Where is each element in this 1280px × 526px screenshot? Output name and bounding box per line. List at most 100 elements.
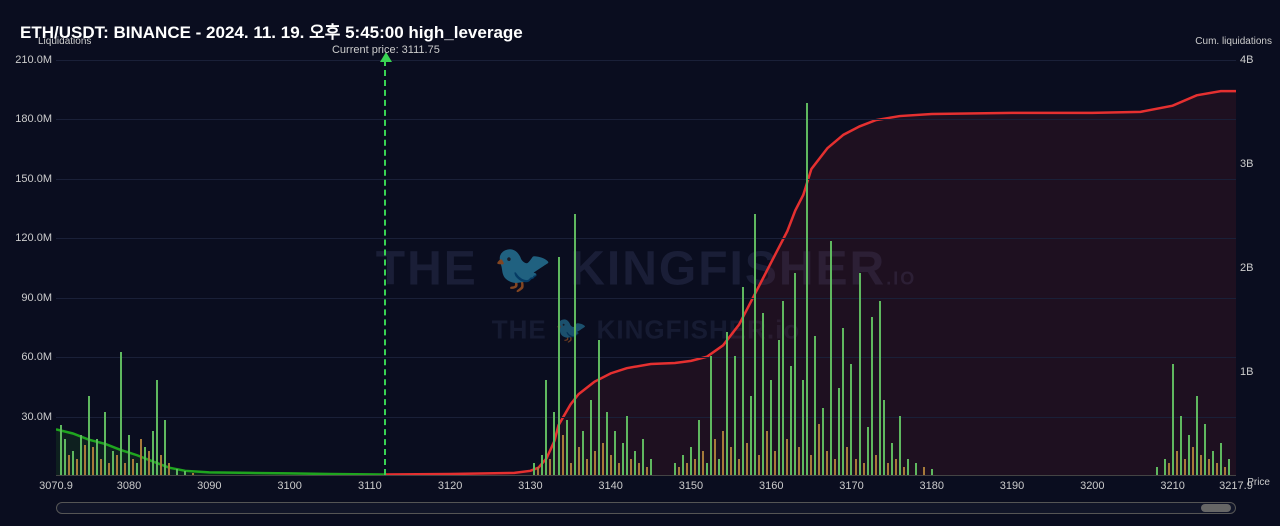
y-axis-left-label: Liquidations (38, 36, 91, 47)
liquidation-bar (883, 400, 885, 475)
liquidation-bar (714, 439, 716, 475)
liquidation-bar (907, 459, 909, 475)
liquidation-bar (846, 447, 848, 475)
liquidation-bar (931, 469, 933, 475)
liquidation-bar (606, 412, 608, 475)
liquidation-bar (1192, 447, 1194, 475)
liquidation-bar (610, 455, 612, 475)
liquidation-bar (136, 463, 138, 475)
liquidation-bar (124, 463, 126, 475)
liquidation-bar (1168, 463, 1170, 475)
liquidation-bar (618, 463, 620, 475)
liquidation-bar (570, 463, 572, 475)
liquidation-bar (80, 435, 82, 475)
liquidation-bar (722, 431, 724, 475)
liquidation-bar (152, 431, 154, 475)
liquidation-bar (802, 380, 804, 475)
liquidation-bar (1200, 455, 1202, 475)
liquidation-bar (176, 469, 178, 475)
xtick: 3170 (839, 480, 863, 492)
liquidation-bar (1156, 467, 1158, 475)
liquidation-bar (682, 455, 684, 475)
gridline (56, 357, 1236, 358)
liquidation-bar (770, 380, 772, 475)
liquidation-bar (60, 425, 62, 475)
liquidation-bar (622, 443, 624, 475)
liquidation-bar (541, 455, 543, 475)
liquidation-bar (594, 451, 596, 475)
ytick-left: 30.0M (21, 411, 52, 423)
liquidation-bar (164, 420, 166, 475)
liquidation-bar (650, 459, 652, 475)
liquidation-bar (120, 352, 122, 475)
liquidation-bar (92, 447, 94, 475)
xtick: 3200 (1080, 480, 1104, 492)
liquidation-bar (1228, 459, 1230, 475)
liquidation-bar (702, 451, 704, 475)
liquidation-bar (718, 459, 720, 475)
xtick: 3090 (197, 480, 221, 492)
liquidation-bar (72, 451, 74, 475)
liquidation-bar (774, 451, 776, 475)
liquidation-bar (96, 439, 98, 475)
liquidation-bar (192, 473, 194, 475)
liquidation-bar (545, 380, 547, 475)
ytick-right: 2B (1240, 262, 1253, 274)
liquidation-bar (758, 455, 760, 475)
liquidation-bar (794, 273, 796, 475)
liquidation-bar (132, 459, 134, 475)
liquidation-bar (782, 301, 784, 475)
liquidation-bar (822, 408, 824, 475)
liquidation-bar (586, 459, 588, 475)
liquidation-bar (690, 447, 692, 475)
liquidation-bar (915, 463, 917, 475)
liquidation-bar (830, 241, 832, 475)
liquidation-bar (798, 447, 800, 475)
xtick: 3150 (679, 480, 703, 492)
liquidation-bar (686, 463, 688, 475)
xtick: 3140 (598, 480, 622, 492)
liquidation-bar (642, 439, 644, 475)
xtick: 3080 (117, 480, 141, 492)
liquidation-bar (674, 463, 676, 475)
gridline (56, 60, 1236, 61)
liquidation-bar (694, 459, 696, 475)
liquidation-bar (1164, 459, 1166, 475)
ytick-right: 4B (1240, 54, 1253, 66)
liquidation-bar (626, 416, 628, 475)
liquidation-bar (879, 301, 881, 475)
liquidation-bar (710, 356, 712, 475)
liquidation-bar (734, 356, 736, 475)
xtick: 3190 (1000, 480, 1024, 492)
horizontal-scrollbar[interactable] (56, 502, 1236, 514)
liquidation-bar (1204, 424, 1206, 476)
liquidation-bar (634, 451, 636, 475)
xtick: 3120 (438, 480, 462, 492)
liquidation-bar (859, 273, 861, 475)
liquidation-bar (574, 214, 576, 475)
liquidation-bar (88, 396, 90, 475)
xtick: 3100 (277, 480, 301, 492)
current-price-line: Current price: 3111.75 (384, 60, 386, 475)
scroll-handle[interactable] (1201, 504, 1231, 512)
liquidation-bar (810, 455, 812, 475)
xtick: 3160 (759, 480, 783, 492)
liquidation-bar (778, 340, 780, 475)
liquidation-bar (549, 459, 551, 475)
liquidation-bar (108, 463, 110, 475)
liquidation-bar (184, 471, 186, 475)
liquidation-bar (730, 447, 732, 475)
liquidation-bar (598, 340, 600, 475)
liquidation-bar (553, 412, 555, 475)
liquidation-bar (148, 451, 150, 475)
liquidation-bar (899, 416, 901, 475)
ytick-left: 120.0M (15, 232, 52, 244)
liquidation-bar (1208, 459, 1210, 475)
liquidation-bar (678, 467, 680, 475)
liquidation-bar (590, 400, 592, 475)
xtick: 3217.9 (1219, 480, 1253, 492)
xtick: 3130 (518, 480, 542, 492)
liquidation-bar (68, 455, 70, 475)
liquidation-bar (863, 463, 865, 475)
liquidation-bar (100, 459, 102, 475)
